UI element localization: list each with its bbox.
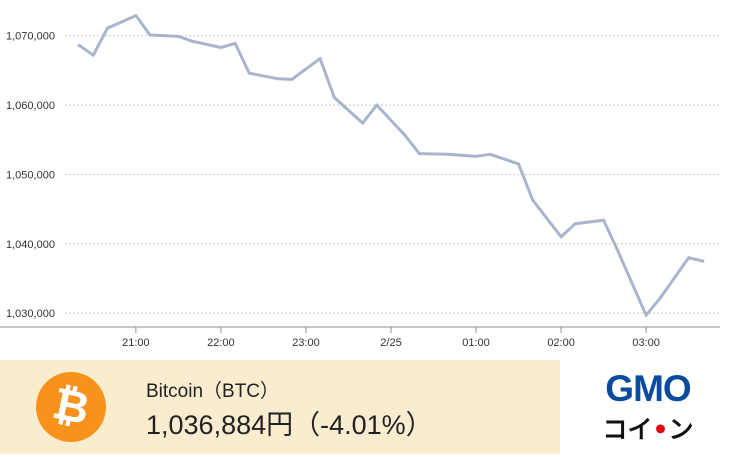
data-point [701,259,705,263]
data-point [644,313,648,317]
y-axis-labels: 1,030,000 1,040,000 1,050,000 1,060,000 1,07… [6,31,55,320]
gmo-wordmark: GMO [605,368,691,409]
data-point [318,57,322,61]
coin-price: 1,036,884円（-4.01%） [146,410,433,440]
data-point [106,26,109,30]
price-chart: 1,030,000 1,040,000 1,050,000 1,060,000 1,07… [0,14,720,349]
data-point [77,43,81,47]
data-point [91,53,95,57]
x-tick-label: 02:00 [547,337,575,349]
data-point [474,154,478,158]
bitcoin-symbol: ₿ [48,377,94,436]
coin-wordmark-prefix: コイ [602,415,653,444]
y-tick-label: 1,050,000 [6,169,55,181]
x-tick-label: 22:00 [207,337,235,349]
x-tick-label: 01:00 [462,337,490,349]
data-point [517,162,521,166]
ticker-bar: ₿ Bitcoin（BTC） 1,036,884円（-4.01%） [0,360,560,454]
gmo-coin-logo: GMO コイ•ン [560,360,740,454]
data-point [446,152,450,156]
data-point [658,296,662,300]
data-point [602,218,606,222]
y-tick-label: 1,030,000 [6,308,55,320]
data-point [531,198,535,202]
y-tick-label: 1,070,000 [6,31,55,43]
coin-wordmark-dot: • [652,415,669,444]
data-point [276,77,280,81]
ticker-panel: ₿ Bitcoin（BTC） 1,036,884円（-4.01%） GMO コイ… [0,360,740,460]
data-point [290,77,294,81]
x-axis [0,326,720,333]
data-point [375,103,379,107]
data-point [573,222,577,226]
data-point [417,152,421,156]
x-tick-label: 21:00 [122,337,150,349]
data-point [176,34,180,38]
x-tick-label: 2/25 [380,337,401,349]
data-point [247,71,251,75]
data-point [361,121,365,125]
data-point [332,96,336,99]
x-tick-label: 03:00 [632,337,660,349]
coin-wordmark-suffix: ン [668,415,694,444]
price-line-series [77,14,705,317]
data-point [219,46,223,49]
coin-wordmark: コイ•ン [578,410,718,446]
data-point [403,134,407,138]
data-point [134,14,138,18]
y-tick-label: 1,040,000 [6,239,55,251]
y-tick-label: 1,060,000 [6,100,55,112]
data-point [148,33,152,37]
data-point [616,249,620,253]
data-point [559,235,563,239]
coin-name: Bitcoin（BTC） [146,381,280,402]
data-point [233,41,237,45]
x-tick-label: 23:00 [292,337,320,349]
price-points [77,14,705,317]
data-point [488,152,492,156]
grid-lines [65,35,720,314]
data-point [191,39,195,43]
price-line [77,14,705,317]
data-point [687,256,691,260]
bitcoin-icon: ₿ [36,372,106,442]
x-axis-labels: 21:00 22:00 23:00 2/25 01:00 02:00 03:00 [122,337,660,349]
